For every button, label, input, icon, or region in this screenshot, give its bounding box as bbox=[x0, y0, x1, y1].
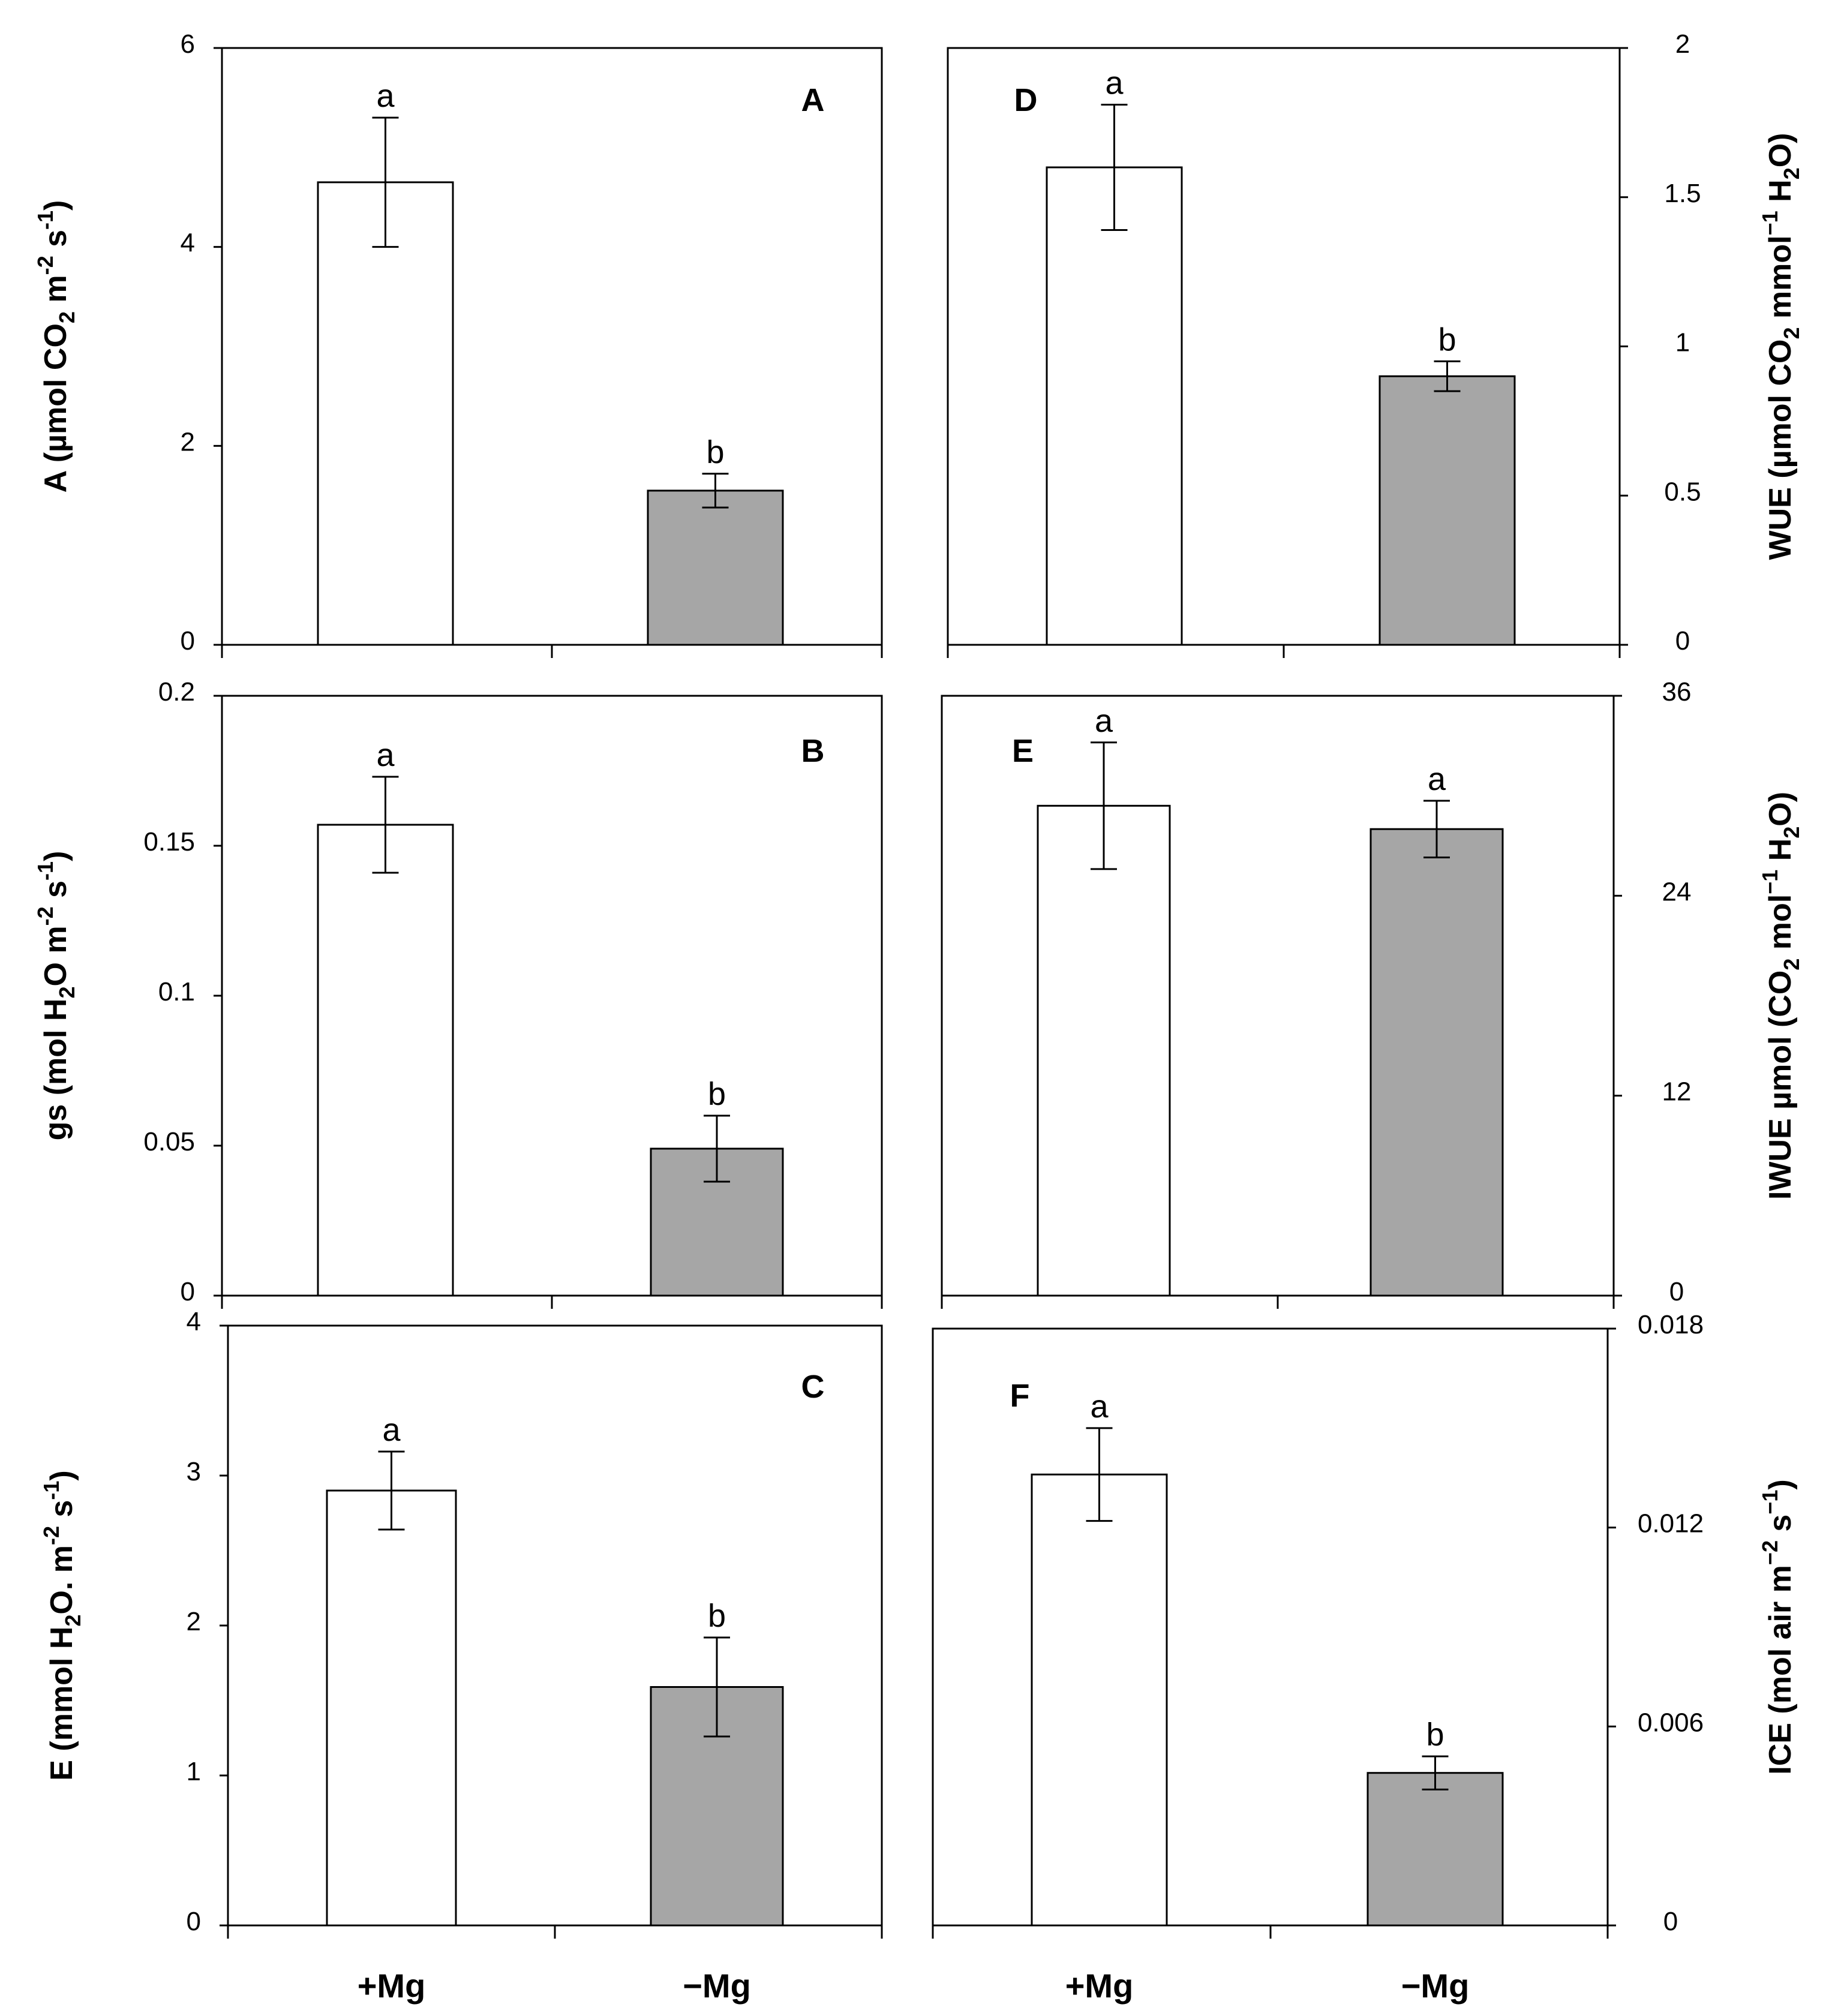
y-tick-label-d: 1.5 bbox=[1664, 179, 1701, 208]
y-axis-title-f: ICE (mol air m−2 s−1) bbox=[1758, 1479, 1798, 1774]
significance-letter-minus-mg-d: b bbox=[1438, 322, 1456, 357]
y-tick-label-d: 2 bbox=[1675, 29, 1690, 59]
panel-c: 0 1 2 3 4 a b C E (mmol H2O. m-2 s-1) +Mg −Mg bbox=[39, 1307, 883, 2005]
y-tick-label-e: 12 bbox=[1662, 1077, 1692, 1107]
y-tick-label-b: 0 bbox=[181, 1277, 195, 1306]
y-axis-title-a: A (µmol CO2 m-2 s-1) bbox=[33, 200, 79, 493]
significance-letter-plus-mg-a: a bbox=[376, 78, 395, 114]
bar-minus-mg-f bbox=[1367, 1772, 1504, 1927]
panel-f: 0 0.006 0.012 0.018 a b F ICE (mol air m−2 s−1)… bbox=[932, 1310, 1798, 2005]
y-tick-label-b: 0.2 bbox=[158, 677, 195, 707]
y-tick-label-a: 4 bbox=[181, 229, 195, 258]
bar-plus-mg-a bbox=[317, 181, 454, 646]
category-label-minus-mg: −Mg bbox=[683, 1967, 751, 2005]
y-tick-label-d: 0 bbox=[1675, 626, 1690, 656]
significance-letter-minus-mg-c: b bbox=[708, 1598, 726, 1634]
y-tick-label-f: 0.012 bbox=[1638, 1509, 1704, 1539]
bar-minus-mg-d bbox=[1378, 375, 1516, 646]
bar-plus-mg-b bbox=[317, 824, 454, 1297]
significance-letter-plus-mg-b: a bbox=[376, 737, 395, 773]
significance-letter-minus-mg-f: b bbox=[1426, 1717, 1444, 1753]
y-tick-label-c: 3 bbox=[187, 1457, 201, 1486]
panel-letter-e: E bbox=[1012, 733, 1034, 769]
y-tick-label-b: 0.15 bbox=[143, 827, 195, 857]
y-tick-label-f: 0 bbox=[1663, 1907, 1678, 1936]
panel-letter-d: D bbox=[1014, 82, 1038, 118]
category-label-minus-mg: −Mg bbox=[1401, 1967, 1470, 2005]
y-tick-label-c: 2 bbox=[187, 1607, 201, 1636]
y-axis-title-b: gs (mol H2O m-2 s-1) bbox=[33, 851, 79, 1141]
significance-letter-minus-mg-e: a bbox=[1428, 761, 1446, 797]
y-tick-label-e: 24 bbox=[1662, 877, 1692, 906]
significance-letter-plus-mg-d: a bbox=[1105, 65, 1124, 101]
panel-letter-a: A bbox=[801, 82, 825, 118]
bar-plus-mg-d bbox=[1046, 166, 1183, 646]
y-tick-label-e: 0 bbox=[1669, 1277, 1684, 1306]
y-axis-title-e: IWUE µmol (CO2 mol−1 H2O) bbox=[1758, 792, 1804, 1200]
y-tick-label-a: 0 bbox=[181, 626, 195, 656]
y-tick-label-e: 36 bbox=[1662, 677, 1692, 707]
y-tick-label-b: 0.1 bbox=[158, 977, 195, 1007]
bar-plus-mg-c bbox=[326, 1489, 457, 1927]
significance-letter-plus-mg-f: a bbox=[1090, 1389, 1109, 1425]
significance-letter-minus-mg-b: b bbox=[708, 1076, 726, 1112]
y-tick-label-d: 0.5 bbox=[1664, 477, 1701, 506]
panel-d: 0 0.5 1 1.5 2 a b D WUE (µmol CO2 mmol−1 H2O) bbox=[947, 29, 1804, 658]
bar-plus-mg-e bbox=[1037, 804, 1171, 1297]
panel-b: 0 0.05 0.1 0.15 0.2 a b Bgs (mol H2O m-2 s-1) bbox=[33, 677, 883, 1309]
bar-minus-mg-a bbox=[647, 489, 784, 646]
y-tick-label-c: 4 bbox=[187, 1307, 201, 1336]
panel-a: 0 2 4 6 a b A A (µmol CO2 m-2 s-1) bbox=[33, 29, 883, 658]
panel-letter-b: B bbox=[801, 733, 825, 769]
significance-letter-plus-mg-e: a bbox=[1095, 703, 1113, 739]
y-tick-label-f: 0.006 bbox=[1638, 1708, 1704, 1737]
y-tick-label-d: 1 bbox=[1675, 328, 1690, 357]
panel-letter-c: C bbox=[801, 1369, 825, 1405]
y-tick-label-f: 0.018 bbox=[1638, 1310, 1704, 1339]
y-axis-title-c: E (mmol H2O. m-2 s-1) bbox=[39, 1470, 85, 1780]
y-tick-label-a: 6 bbox=[181, 29, 195, 59]
bar-plus-mg-f bbox=[1031, 1473, 1168, 1927]
y-axis-title-d: WUE (µmol CO2 mmol−1 H2O) bbox=[1758, 133, 1804, 560]
significance-letter-minus-mg-a: b bbox=[706, 434, 724, 470]
bar-minus-mg-e bbox=[1370, 828, 1504, 1297]
category-label-plus-mg: +Mg bbox=[358, 1967, 426, 2005]
y-tick-label-c: 1 bbox=[187, 1757, 201, 1786]
category-label-plus-mg: +Mg bbox=[1065, 1967, 1134, 2005]
y-tick-label-c: 0 bbox=[187, 1907, 201, 1936]
y-tick-label-a: 2 bbox=[181, 427, 195, 456]
y-tick-label-b: 0.05 bbox=[143, 1127, 195, 1156]
panel-e: 0 12 24 36 a a E IWUE µmol (CO2 mol−1 H2O) bbox=[941, 677, 1804, 1309]
panel-letter-f: F bbox=[1010, 1378, 1030, 1414]
significance-letter-plus-mg-c: a bbox=[382, 1412, 401, 1448]
